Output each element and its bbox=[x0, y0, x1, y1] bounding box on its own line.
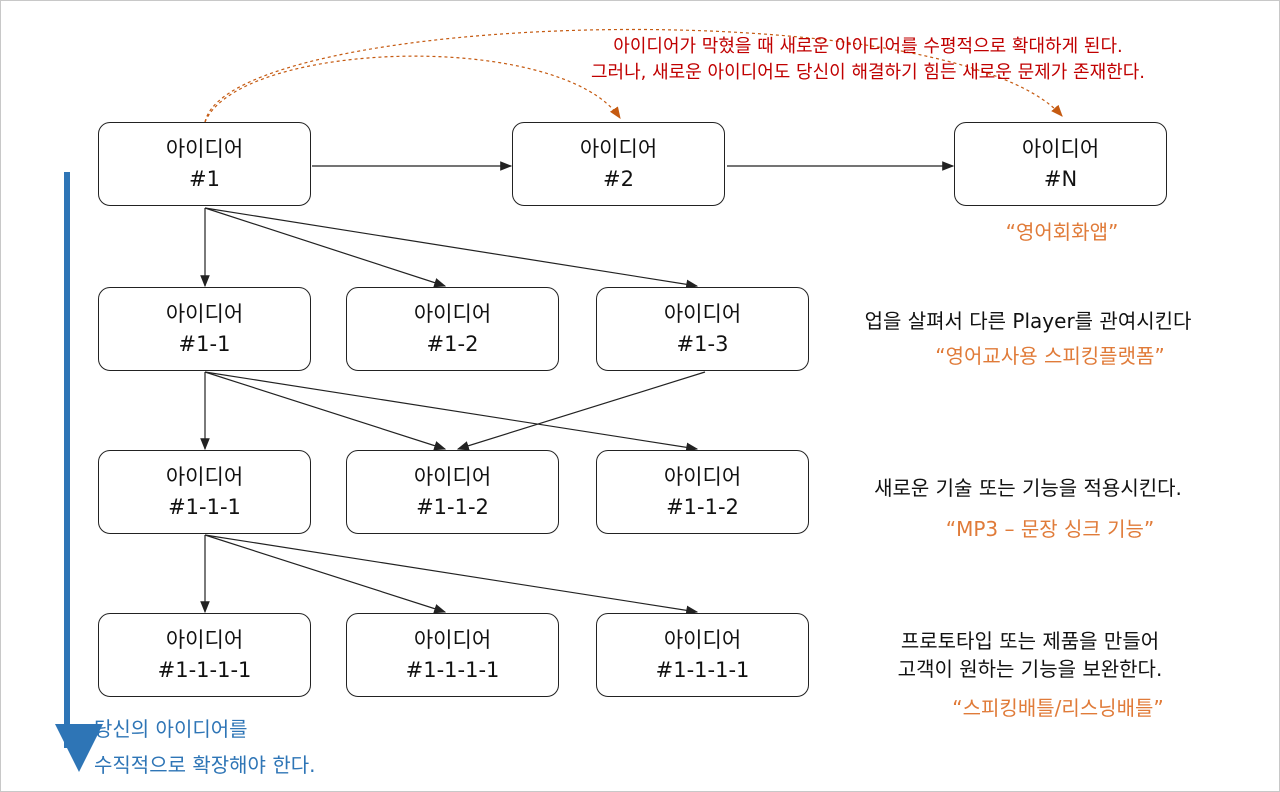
vertical-note-line2: 수직적으로 확장해야 한다. bbox=[94, 753, 316, 777]
arrow bbox=[204, 534, 699, 616]
top-note-line2: 그러나, 새로운 아이디어도 당신이 해결하기 힘든 새로운 문제가 존재한다. bbox=[590, 62, 1146, 83]
box-label: 아이디어 bbox=[413, 302, 492, 326]
idea-box-1-1-1: 아이디어 #1-1-1 bbox=[98, 450, 311, 534]
box-label: 아이디어 bbox=[663, 628, 742, 652]
box-label: 아이디어 bbox=[165, 465, 244, 489]
arrow bbox=[456, 371, 706, 451]
box-id: #2 bbox=[603, 167, 634, 191]
r4-text-line1: 프로토타입 또는 제품을 만들어 bbox=[900, 629, 1160, 653]
idea-box-1-1-2b: 아이디어 #1-1-2 bbox=[596, 450, 809, 534]
vertical-note-line1: 당신의 아이디어를 bbox=[94, 717, 248, 741]
box-id: #1 bbox=[189, 167, 220, 191]
box-id: #N bbox=[1043, 167, 1078, 191]
idea-box-1-3: 아이디어 #1-3 bbox=[596, 287, 809, 371]
idea-box-1-1-2: 아이디어 #1-1-2 bbox=[346, 450, 559, 534]
box-id: #1-1-2 bbox=[666, 495, 739, 519]
top-note-line1: 아이디어가 막혔을 때 새로운 아이디어를 수평적으로 확대하게 된다. bbox=[613, 36, 1123, 57]
arrow bbox=[204, 371, 699, 453]
arrow bbox=[204, 371, 447, 451]
box-id: #1-1-1 bbox=[168, 495, 241, 519]
idea-box-1-1: 아이디어 #1-1 bbox=[98, 287, 311, 371]
dashed-arrow-to-2 bbox=[204, 55, 621, 123]
box-label: 아이디어 bbox=[1021, 137, 1100, 161]
box-label: 아이디어 bbox=[413, 465, 492, 489]
box-label: 아이디어 bbox=[579, 137, 658, 161]
idea-box-1-2: 아이디어 #1-2 bbox=[346, 287, 559, 371]
idea-box-1-1-1-1b: 아이디어 #1-1-1-1 bbox=[346, 613, 559, 697]
box-id: #1-1-1-1 bbox=[655, 658, 750, 682]
box-id: #1-1-2 bbox=[416, 495, 489, 519]
box-label: 아이디어 bbox=[663, 302, 742, 326]
idea-box-1-1-1-1c: 아이디어 #1-1-1-1 bbox=[596, 613, 809, 697]
box-id: #1-1-1-1 bbox=[157, 658, 252, 682]
box-id: #1-1 bbox=[178, 332, 231, 356]
idea-box-1: 아이디어 #1 bbox=[98, 122, 311, 206]
idea-box-n: 아이디어 #N bbox=[954, 122, 1167, 206]
box-label: 아이디어 bbox=[165, 302, 244, 326]
arrow bbox=[204, 207, 447, 288]
box-label: 아이디어 bbox=[413, 628, 492, 652]
dashed-arrow-to-n bbox=[204, 28, 1063, 123]
box-id: #1-1-1-1 bbox=[405, 658, 500, 682]
box-label: 아이디어 bbox=[663, 465, 742, 489]
box-label: 아이디어 bbox=[165, 628, 244, 652]
r2-example: “영어교사용 스피킹플랫폼” bbox=[935, 344, 1165, 368]
arrow bbox=[204, 207, 699, 290]
r2-text: 업을 살펴서 다른 Player를 관여시킨다 bbox=[864, 309, 1192, 333]
idea-box-1-1-1-1: 아이디어 #1-1-1-1 bbox=[98, 613, 311, 697]
r3-text: 새로운 기술 또는 기능을 적용시킨다. bbox=[874, 476, 1182, 500]
r4-example: “스피킹배틀/리스닝배틀” bbox=[952, 696, 1164, 720]
idea-box-2: 아이디어 #2 bbox=[512, 122, 725, 206]
box-label: 아이디어 bbox=[165, 137, 244, 161]
box-id: #1-2 bbox=[426, 332, 479, 356]
n-example: “영어회화앱” bbox=[1005, 220, 1119, 244]
box-id: #1-3 bbox=[676, 332, 729, 356]
r3-example: “MP3 – 문장 싱크 기능” bbox=[945, 517, 1155, 541]
arrow bbox=[204, 534, 447, 614]
r4-text-line2: 고객이 원하는 기능을 보완한다. bbox=[897, 657, 1163, 681]
